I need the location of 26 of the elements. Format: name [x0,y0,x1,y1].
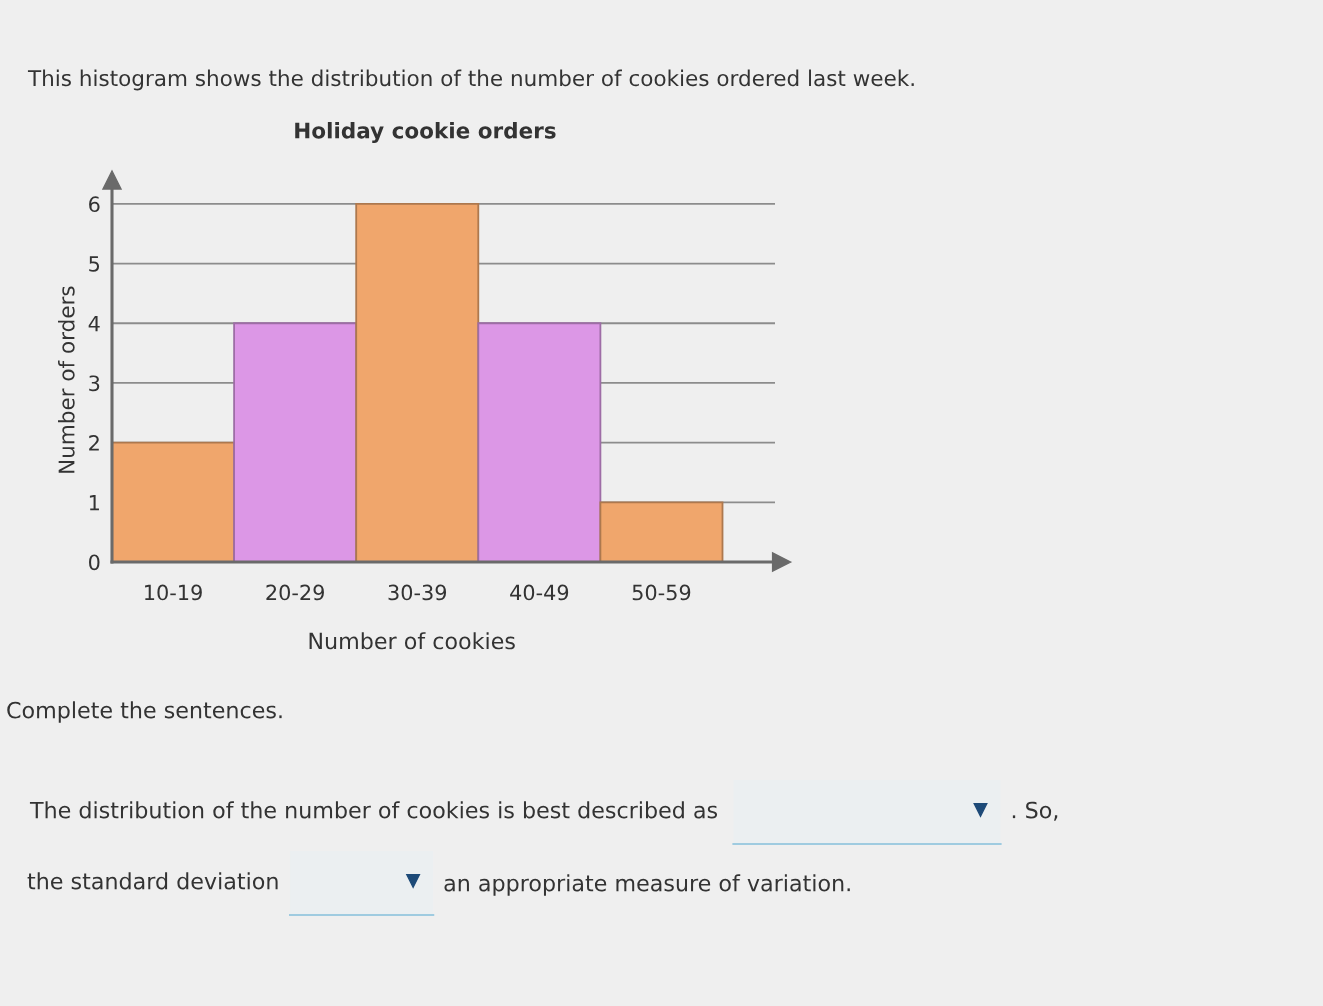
bar [112,441,236,562]
y-axis-title: Number of orders [58,286,75,473]
x-tick-label: 20-29 [266,584,324,601]
y-tick-label: 6 [89,196,100,213]
x-tick-label: 10-19 [145,584,202,601]
text: . So, [1012,801,1058,821]
text: The distribution of the number of cookies is best described as [29,801,718,819]
y-tick-label: 2 [89,435,99,451]
bar [355,202,480,562]
y-tick-label: 1 [89,495,99,511]
bar [477,322,602,562]
x-tick-label: 50-59 [632,584,691,601]
x-tick-label: 40-49 [510,584,569,601]
text: Complete the sentences. [7,701,282,723]
text: the standard deviation [27,872,278,890]
chart-title: Holiday cookie orders [295,121,556,143]
y-tick-label: 3 [89,375,100,392]
text: an appropriate measure of variation. [444,874,850,896]
bar [599,501,724,562]
bar [233,322,358,562]
x-axis-title: Number of cookies [309,632,515,650]
y-tick-label: 4 [88,315,100,332]
y-tick-label: 5 [89,256,100,272]
y-tick-label: 0 [89,554,100,571]
x-tick-label: 30-39 [388,584,447,601]
text: This histogram shows the distribution of the number of cookies ordered last week. [27,69,914,91]
